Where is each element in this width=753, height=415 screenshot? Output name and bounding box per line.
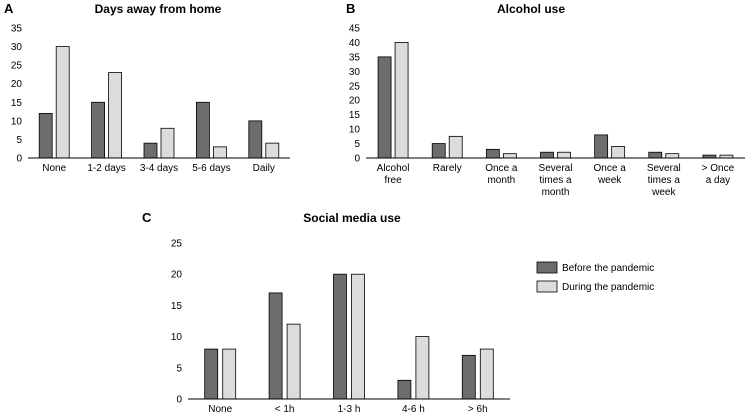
y-tick-label: 10 bbox=[171, 332, 183, 343]
category-label: Several times a month bbox=[539, 163, 573, 198]
category-label: > Once a day bbox=[702, 163, 735, 186]
category-label: 5-6 days bbox=[192, 163, 230, 174]
panel-a-label: A bbox=[4, 1, 14, 16]
bar-during bbox=[212, 146, 227, 159]
panel-c-title: Social media use bbox=[303, 211, 401, 225]
legend-label-before: Before the pandemic bbox=[562, 263, 654, 274]
y-tick-label: 25 bbox=[171, 239, 183, 250]
panel-c-label: C bbox=[142, 210, 152, 225]
panel-b-label: B bbox=[346, 1, 355, 16]
category-label: Several times a week bbox=[647, 163, 681, 198]
category-label: 1-2 days bbox=[87, 163, 125, 174]
category-label: 4-6 h bbox=[402, 404, 425, 415]
y-tick-label: 30 bbox=[349, 67, 361, 78]
legend-label-during: During the pandemic bbox=[562, 282, 654, 293]
bar-during bbox=[448, 135, 463, 159]
bar-during bbox=[55, 46, 70, 159]
bar-before bbox=[195, 101, 210, 159]
bar-before bbox=[204, 348, 219, 400]
y-tick-label: 10 bbox=[349, 125, 361, 136]
bar-before bbox=[377, 56, 392, 159]
category-label: 1-3 h bbox=[338, 404, 361, 415]
bar-during bbox=[265, 142, 280, 159]
y-tick-label: 5 bbox=[354, 139, 360, 150]
y-tick-label: 25 bbox=[349, 81, 361, 92]
y-tick-label: 20 bbox=[11, 79, 23, 90]
category-label: Once a month bbox=[485, 163, 518, 186]
bar-during bbox=[351, 273, 365, 400]
panel-a-title: Days away from home bbox=[95, 2, 222, 16]
panel-c-plot: 0 5 10 15 20 25 None < 1h 1-3 h 4-6 h > 6h bbox=[171, 239, 510, 415]
bar-before bbox=[38, 113, 53, 159]
y-tick-label: 35 bbox=[349, 52, 361, 63]
bar-during bbox=[665, 153, 680, 159]
bar-before bbox=[333, 273, 347, 400]
bar-before bbox=[248, 120, 263, 159]
y-tick-label: 20 bbox=[349, 96, 361, 107]
panel-c-chart: C Social media use 0 5 10 15 20 25 None < 1h 1-3… bbox=[142, 210, 510, 415]
bar-during bbox=[394, 42, 409, 159]
y-tick-label: 5 bbox=[176, 363, 182, 374]
panel-b-chart: B Alcohol use 0 5 10 15 20 25 30 35 40 45 Alcohol f… bbox=[346, 1, 745, 198]
category-label: None bbox=[208, 404, 232, 415]
bar-during bbox=[108, 72, 122, 159]
category-label: 3-4 days bbox=[140, 163, 178, 174]
bar-during bbox=[415, 336, 430, 400]
category-label: None bbox=[42, 163, 66, 174]
category-label: Daily bbox=[253, 163, 275, 174]
bar-before bbox=[540, 151, 554, 159]
bar-before bbox=[268, 292, 283, 400]
y-tick-label: 40 bbox=[349, 38, 361, 49]
y-tick-label: 35 bbox=[11, 24, 23, 35]
bar-before bbox=[143, 142, 158, 159]
y-tick-label: 30 bbox=[11, 42, 23, 53]
y-tick-label: 5 bbox=[16, 135, 22, 146]
legend-swatch-before bbox=[536, 261, 558, 274]
bar-during bbox=[479, 348, 494, 400]
bar-during bbox=[502, 153, 517, 159]
y-tick-label: 15 bbox=[11, 98, 23, 109]
bar-during bbox=[286, 323, 301, 400]
bar-during bbox=[160, 127, 175, 159]
category-label: Alcohol free bbox=[377, 163, 410, 186]
panel-b-title: Alcohol use bbox=[497, 2, 565, 16]
category-label: Rarely bbox=[433, 163, 462, 174]
bar-before bbox=[461, 354, 476, 400]
y-tick-label: 10 bbox=[11, 116, 23, 127]
y-tick-label: 25 bbox=[11, 61, 23, 72]
category-label: < 1h bbox=[275, 404, 295, 415]
panel-b-plot: 0 5 10 15 20 25 30 35 40 45 Alcohol free Rarely Once … bbox=[349, 24, 745, 198]
bar-before bbox=[485, 148, 500, 159]
panel-a-chart: A Days away from home 0 5 10 15 20 25 30 35 None… bbox=[4, 1, 290, 174]
legend: Before the pandemic During the pandemic bbox=[536, 261, 654, 293]
y-tick-label: 0 bbox=[16, 154, 22, 165]
y-tick-label: 15 bbox=[171, 301, 183, 312]
bar-during bbox=[222, 348, 237, 400]
bar-before bbox=[648, 151, 663, 159]
y-tick-label: 0 bbox=[354, 154, 360, 165]
bar-during bbox=[611, 146, 626, 159]
category-label: > 6h bbox=[468, 404, 488, 415]
y-tick-label: 0 bbox=[176, 395, 182, 406]
legend-swatch-during bbox=[536, 280, 558, 293]
y-tick-label: 45 bbox=[349, 24, 361, 35]
y-tick-label: 20 bbox=[171, 270, 183, 281]
bar-before bbox=[91, 101, 105, 159]
category-label: Once a week bbox=[594, 163, 627, 186]
panel-a-plot: 0 5 10 15 20 25 30 35 None 1-2 days 3-4 days 5-6 da… bbox=[11, 24, 290, 174]
y-tick-label: 15 bbox=[349, 110, 361, 121]
bar-before bbox=[594, 134, 609, 159]
bar-before bbox=[431, 143, 446, 159]
bar-before bbox=[397, 379, 412, 400]
bar-during bbox=[557, 151, 571, 159]
